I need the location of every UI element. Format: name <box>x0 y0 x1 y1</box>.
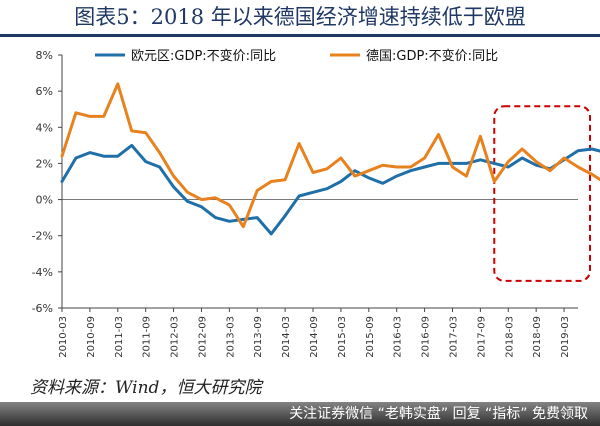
y-tick-label: 8% <box>36 49 53 62</box>
source-note: 资料来源：Wind，恒大研究院 <box>30 378 262 398</box>
x-tick-label: 2012-09 <box>197 316 208 358</box>
x-tick-label: 2014-09 <box>309 316 320 358</box>
series-line-germany <box>60 82 600 229</box>
series-line-eurozone <box>60 143 600 236</box>
y-tick-label: -6% <box>32 302 53 315</box>
y-tick-label: 4% <box>36 121 53 134</box>
highlight-box <box>493 105 591 282</box>
x-tick-label: 2019-03 <box>560 316 571 358</box>
x-tick-label: 2010-09 <box>86 316 97 358</box>
title-underline <box>0 34 600 37</box>
legend-label: 欧元区:GDP:不变价:同比 <box>131 48 276 64</box>
line-chart: -6% -4% -2% 0% 2% 4% 6% 8% 2010-03 2010-09 2011-03… <box>32 48 600 358</box>
y-tick-label: 2% <box>36 157 53 170</box>
x-tick-label: 2017-03 <box>448 316 459 358</box>
y-tick-label: 0% <box>36 194 53 207</box>
x-tick-label: 2011-09 <box>142 316 153 358</box>
x-tick-label: 2018-03 <box>504 316 515 358</box>
x-tick-label: 2010-03 <box>58 316 69 358</box>
x-tick-label: 2011-03 <box>114 316 125 358</box>
y-tick-label: -2% <box>32 230 53 243</box>
footer-text: 关注证券微信 “老韩实盘” 回复 “指标” 免费领取 <box>289 406 588 422</box>
x-tick-label: 2013-09 <box>253 316 264 358</box>
x-tick-label: 2013-03 <box>225 316 236 358</box>
x-tick-label: 2014-03 <box>281 316 292 358</box>
x-tick-label: 2016-03 <box>393 316 404 358</box>
y-tick-label: -4% <box>32 266 53 279</box>
x-tick-label: 2016-09 <box>421 316 432 358</box>
x-tick-label: 2012-03 <box>170 316 181 358</box>
x-tick-label: 2017-09 <box>476 316 487 358</box>
y-tick-label: 6% <box>36 85 53 98</box>
chart-title: 图表5：2018 年以来德国经济增速持续低于欧盟 <box>74 5 526 29</box>
x-tick-label: 2018-09 <box>532 316 543 358</box>
watermark-footer: 关注证券微信 “老韩实盘” 回复 “指标” 免费领取 <box>0 402 600 426</box>
x-tick-label: 2015-03 <box>337 316 348 358</box>
x-tick-label: 2015-09 <box>365 316 376 358</box>
legend-label: 德国:GDP:不变价:同比 <box>366 48 498 64</box>
